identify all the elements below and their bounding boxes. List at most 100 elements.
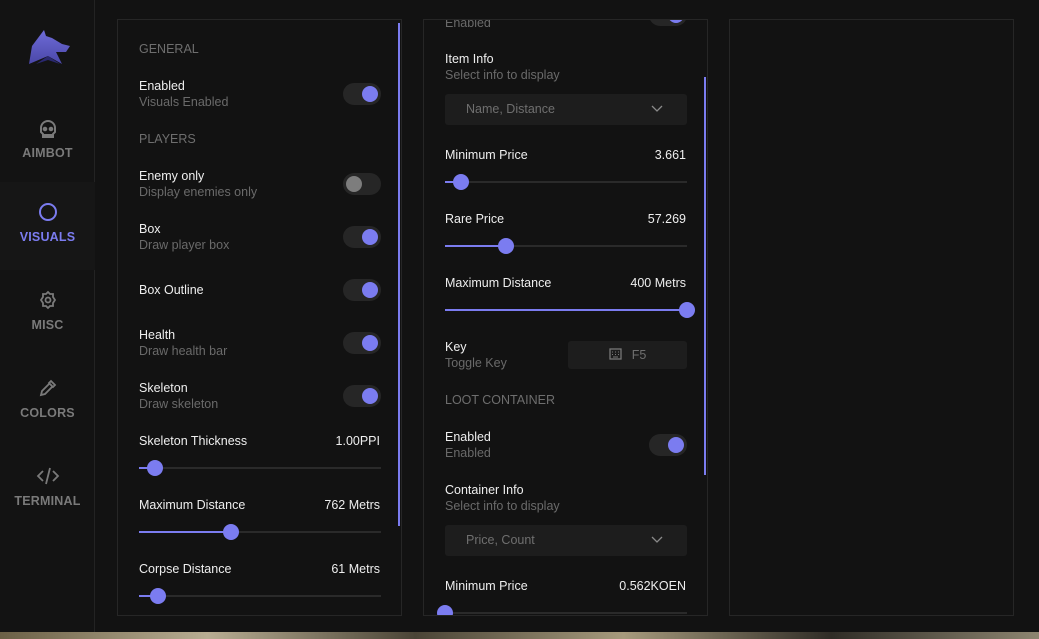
setting-title: Skeleton Thickness — [139, 434, 248, 448]
toggle-knob — [362, 86, 378, 102]
slider-thumb[interactable] — [437, 605, 453, 615]
slider-thumb[interactable] — [146, 460, 163, 476]
select-dropdown[interactable]: Price, Count — [445, 525, 687, 556]
dropdown-value: Name, Distance — [466, 102, 555, 116]
slider-track[interactable] — [139, 460, 381, 476]
setting-title: Enabled — [139, 79, 185, 93]
dropdown-value: Price, Count — [466, 533, 535, 547]
code-icon — [0, 466, 95, 490]
toggle-knob — [346, 176, 362, 192]
slider-thumb[interactable] — [150, 588, 167, 604]
slider-track[interactable] — [139, 524, 381, 540]
toggle-switch[interactable] — [649, 20, 687, 26]
slider-value: 3.661 — [654, 148, 686, 162]
empty-panel — [729, 19, 1014, 616]
slider-value: 0.562KOEN — [619, 579, 686, 593]
setting-subtitle: Enabled — [445, 446, 491, 460]
setting-title: Box — [139, 222, 161, 236]
slider-track[interactable] — [445, 174, 687, 190]
setting-title: Enabled — [445, 430, 491, 444]
setting-title: Item Info — [445, 52, 494, 66]
scrollbar[interactable] — [398, 23, 400, 526]
moon-icon — [0, 202, 95, 226]
setting-title: Box Outline — [139, 283, 204, 297]
gear-icon — [0, 290, 95, 314]
eyedropper-icon — [0, 378, 95, 402]
keyboard-icon — [609, 347, 622, 363]
slider-fill — [445, 309, 687, 311]
scrollbar[interactable] — [704, 77, 706, 475]
setting-subtitle: Draw player box — [139, 238, 230, 252]
setting-title: Rare Price — [445, 212, 505, 226]
toggle-knob — [668, 20, 684, 23]
slider-thumb[interactable] — [497, 238, 514, 254]
setting-title: Corpse Distance — [139, 562, 232, 576]
visuals-players-panel: GENERAL Enabled Visuals Enabled PLAYERS Enem… — [117, 19, 402, 616]
toggle-knob — [362, 388, 378, 404]
setting-title: Maximum Distance — [445, 276, 552, 290]
sidebar-item-terminal[interactable]: TERMINAL — [0, 446, 95, 534]
toggle-knob — [362, 282, 378, 298]
toggle-switch[interactable] — [343, 83, 381, 105]
sidebar-item-colors[interactable]: COLORS — [0, 358, 95, 446]
setting-title: Maximum Distance — [139, 498, 246, 512]
section-heading: PLAYERS — [139, 132, 196, 146]
slider-track[interactable] — [445, 238, 687, 254]
toggle-knob — [362, 229, 378, 245]
background-game-strip — [0, 632, 1039, 639]
slider-track[interactable] — [445, 302, 695, 318]
toggle-switch[interactable] — [343, 385, 381, 407]
keybind-value: F5 — [631, 348, 647, 362]
sidebar: AIMBOT VISUALS MISC COLORS TERMINAL — [0, 0, 95, 632]
sidebar-item-label: AIMBOT — [22, 146, 73, 160]
slider-track[interactable] — [437, 605, 687, 615]
sidebar-item-label: TERMINAL — [14, 494, 81, 508]
setting-subtitle: Select info to display — [445, 68, 560, 82]
setting-subtitle: Draw health bar — [139, 344, 228, 358]
setting-title: Key — [445, 340, 467, 354]
slider-value: 762 Metrs — [324, 498, 380, 512]
wolf-logo — [26, 28, 70, 69]
keybind-button[interactable]: F5 — [568, 341, 687, 369]
setting-subtitle: Enabled — [445, 19, 491, 30]
slider-value: 61 Metrs — [331, 562, 380, 576]
toggle-switch[interactable] — [343, 226, 381, 248]
sidebar-item-label: COLORS — [20, 406, 75, 420]
visuals-loot-panel: Enabled Enabled Item Info Select info to di… — [423, 19, 708, 616]
setting-subtitle: Visuals Enabled — [139, 95, 229, 109]
toggle-switch[interactable] — [649, 434, 687, 456]
toggle-switch[interactable] — [343, 173, 381, 195]
slider-fill — [139, 531, 231, 533]
sidebar-item-aimbot[interactable]: AIMBOT — [0, 98, 95, 186]
setting-title: Health — [139, 328, 176, 342]
setting-title: Skeleton — [139, 381, 188, 395]
setting-title: Minimum Price — [445, 148, 528, 162]
chevron-down-icon — [651, 533, 663, 551]
select-dropdown[interactable]: Name, Distance — [445, 94, 687, 125]
slider-thumb[interactable] — [679, 302, 695, 318]
slider-fill — [139, 595, 159, 597]
setting-subtitle: Toggle Key — [445, 356, 507, 370]
toggle-switch[interactable] — [343, 279, 381, 301]
slider-track[interactable] — [139, 588, 381, 604]
sidebar-item-visuals[interactable]: VISUALS — [0, 182, 95, 270]
skull-icon — [0, 118, 95, 142]
slider-value: 57.269 — [647, 212, 686, 226]
chevron-down-icon — [651, 102, 663, 120]
sidebar-item-misc[interactable]: MISC — [0, 270, 95, 358]
slider-thumb[interactable] — [222, 524, 239, 540]
sidebar-item-label: VISUALS — [19, 230, 76, 244]
toggle-knob — [362, 335, 378, 351]
section-heading: LOOT CONTAINER — [445, 393, 555, 407]
setting-subtitle: Select info to display — [445, 499, 560, 513]
slider-value: 1.00PPI — [335, 434, 380, 448]
sidebar-item-label: MISC — [31, 318, 64, 332]
slider-value: 400 Metrs — [630, 276, 686, 290]
section-heading: GENERAL — [139, 42, 199, 56]
setting-title: Minimum Price — [445, 579, 528, 593]
setting-title: Container Info — [445, 483, 524, 497]
slider-thumb[interactable] — [452, 174, 469, 190]
toggle-switch[interactable] — [343, 332, 381, 354]
slider-fill — [445, 245, 506, 247]
setting-subtitle: Display enemies only — [139, 185, 258, 199]
